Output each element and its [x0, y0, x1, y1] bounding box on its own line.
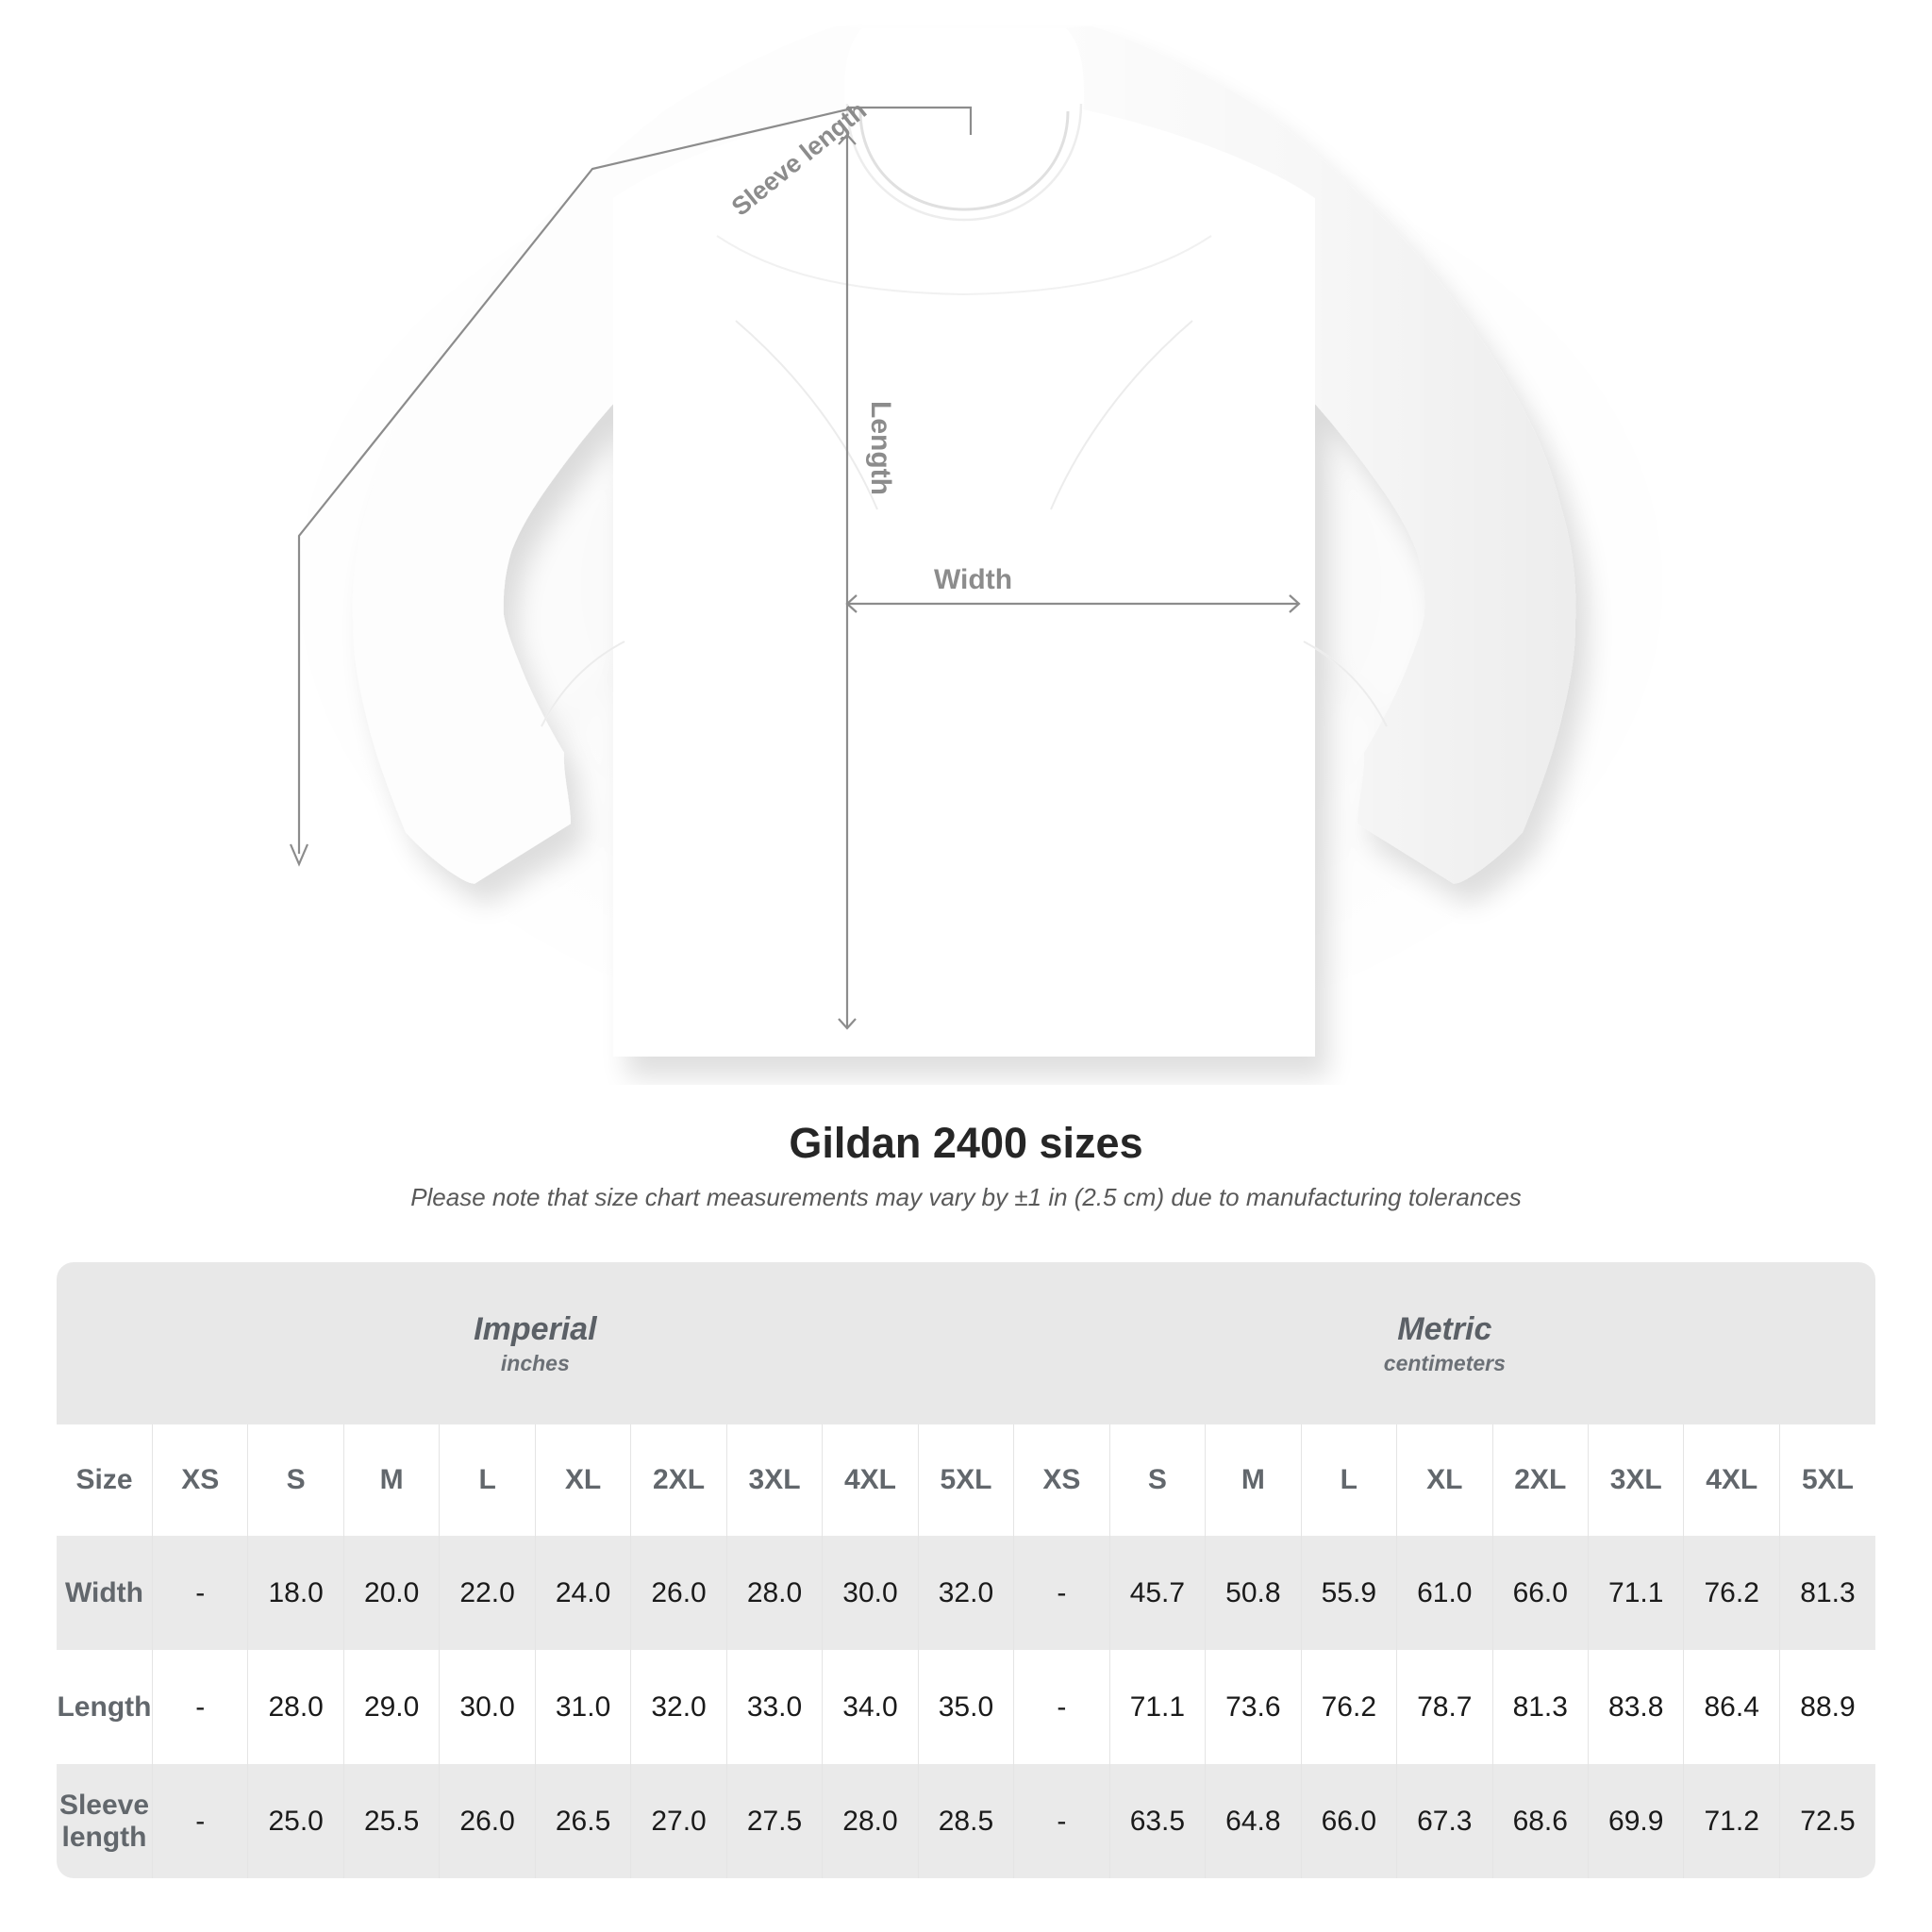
svg-text:Width: Width: [934, 564, 1012, 595]
svg-text:Length: Length: [865, 401, 896, 495]
